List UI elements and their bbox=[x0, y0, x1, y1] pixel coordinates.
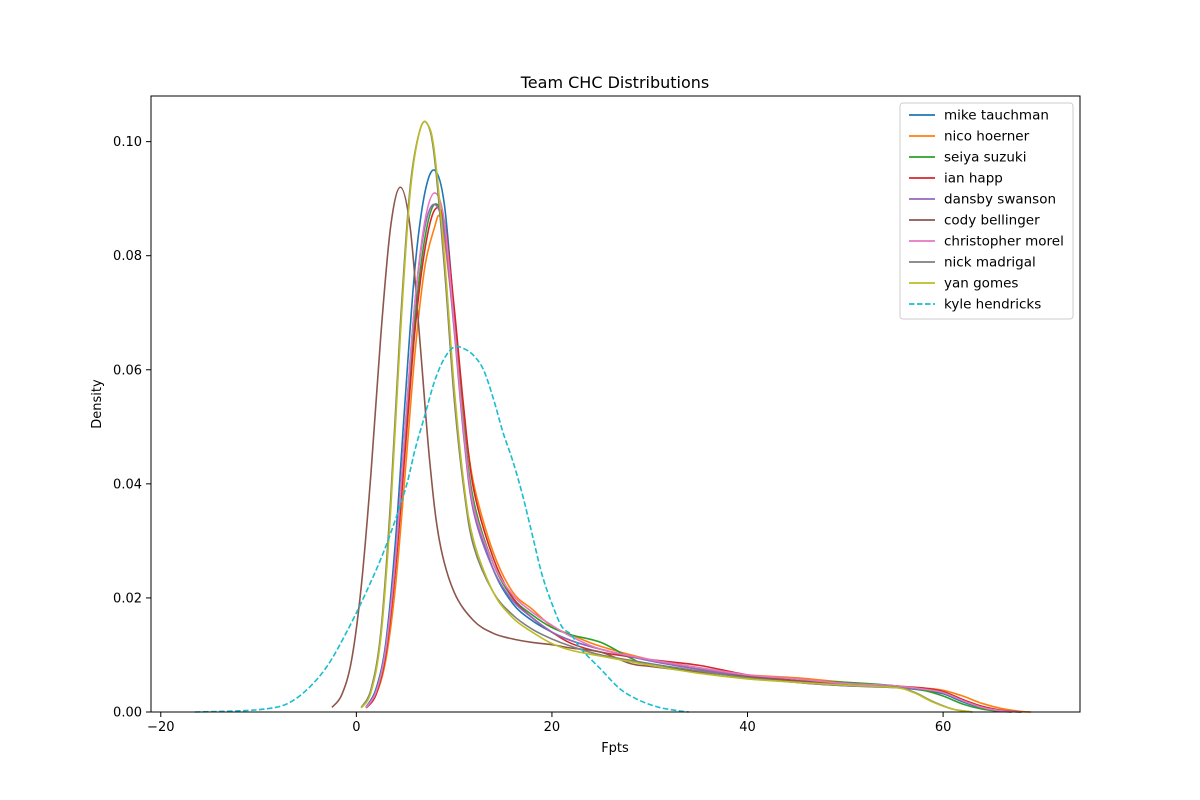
y-tick-label: 0.06 bbox=[113, 363, 142, 378]
legend-item: mike tauchman bbox=[909, 108, 1049, 124]
legend-label: dansby swanson bbox=[944, 192, 1056, 208]
legend-item: yan gomes bbox=[909, 276, 1018, 292]
y-tick-label: 0.02 bbox=[113, 591, 142, 606]
legend: mike tauchman nico hoerner seiya suzuki ian… bbox=[899, 102, 1074, 320]
x-tick-label: −20 bbox=[147, 720, 174, 735]
legend-item: nick madrigal bbox=[909, 255, 1036, 271]
legend-label: seiya suzuki bbox=[944, 150, 1026, 166]
x-tick-label: 40 bbox=[739, 720, 756, 735]
legend-item: dansby swanson bbox=[909, 192, 1056, 208]
y-tick-label: 0.00 bbox=[113, 706, 142, 721]
y-axis: 0.00 0.02 0.04 0.06 0.08 0.10 bbox=[113, 135, 151, 721]
y-tick-label: 0.04 bbox=[113, 477, 142, 492]
y-axis-label: Density bbox=[90, 379, 105, 429]
x-tick-label: 60 bbox=[935, 720, 952, 735]
legend-box bbox=[899, 102, 1074, 320]
legend-label: mike tauchman bbox=[944, 108, 1049, 124]
legend-item: christopher morel bbox=[909, 234, 1064, 250]
legend-label: christopher morel bbox=[944, 234, 1064, 250]
x-tick-label: 20 bbox=[544, 720, 561, 735]
x-axis-label: Fpts bbox=[601, 741, 629, 756]
series-line-kyle-hendricks bbox=[194, 345, 689, 713]
legend-item: seiya suzuki bbox=[909, 150, 1026, 166]
chart-title: Team CHC Distributions bbox=[520, 73, 710, 92]
plot-frame bbox=[150, 95, 1081, 713]
legend-item: ian happ bbox=[909, 171, 1003, 187]
y-tick-label: 0.10 bbox=[113, 135, 142, 150]
legend-item: nico hoerner bbox=[909, 129, 1030, 145]
series-line-yan-gomes bbox=[360, 120, 973, 713]
legend-item: kyle hendricks bbox=[909, 297, 1041, 313]
legend-label: ian happ bbox=[944, 171, 1003, 187]
legend-label: yan gomes bbox=[944, 276, 1018, 292]
y-tick-label: 0.08 bbox=[113, 249, 142, 264]
x-axis: −20 0 20 40 60 bbox=[147, 712, 951, 735]
series-layer bbox=[194, 120, 1032, 713]
legend-label: nick madrigal bbox=[944, 255, 1036, 271]
series-line-christopher-morel bbox=[365, 192, 1022, 713]
legend-label: nico hoerner bbox=[944, 129, 1030, 145]
legend-item: cody bellinger bbox=[909, 213, 1040, 229]
x-tick-label: 0 bbox=[352, 720, 360, 735]
legend-label: kyle hendricks bbox=[944, 297, 1041, 313]
legend-label: cody bellinger bbox=[944, 213, 1040, 229]
